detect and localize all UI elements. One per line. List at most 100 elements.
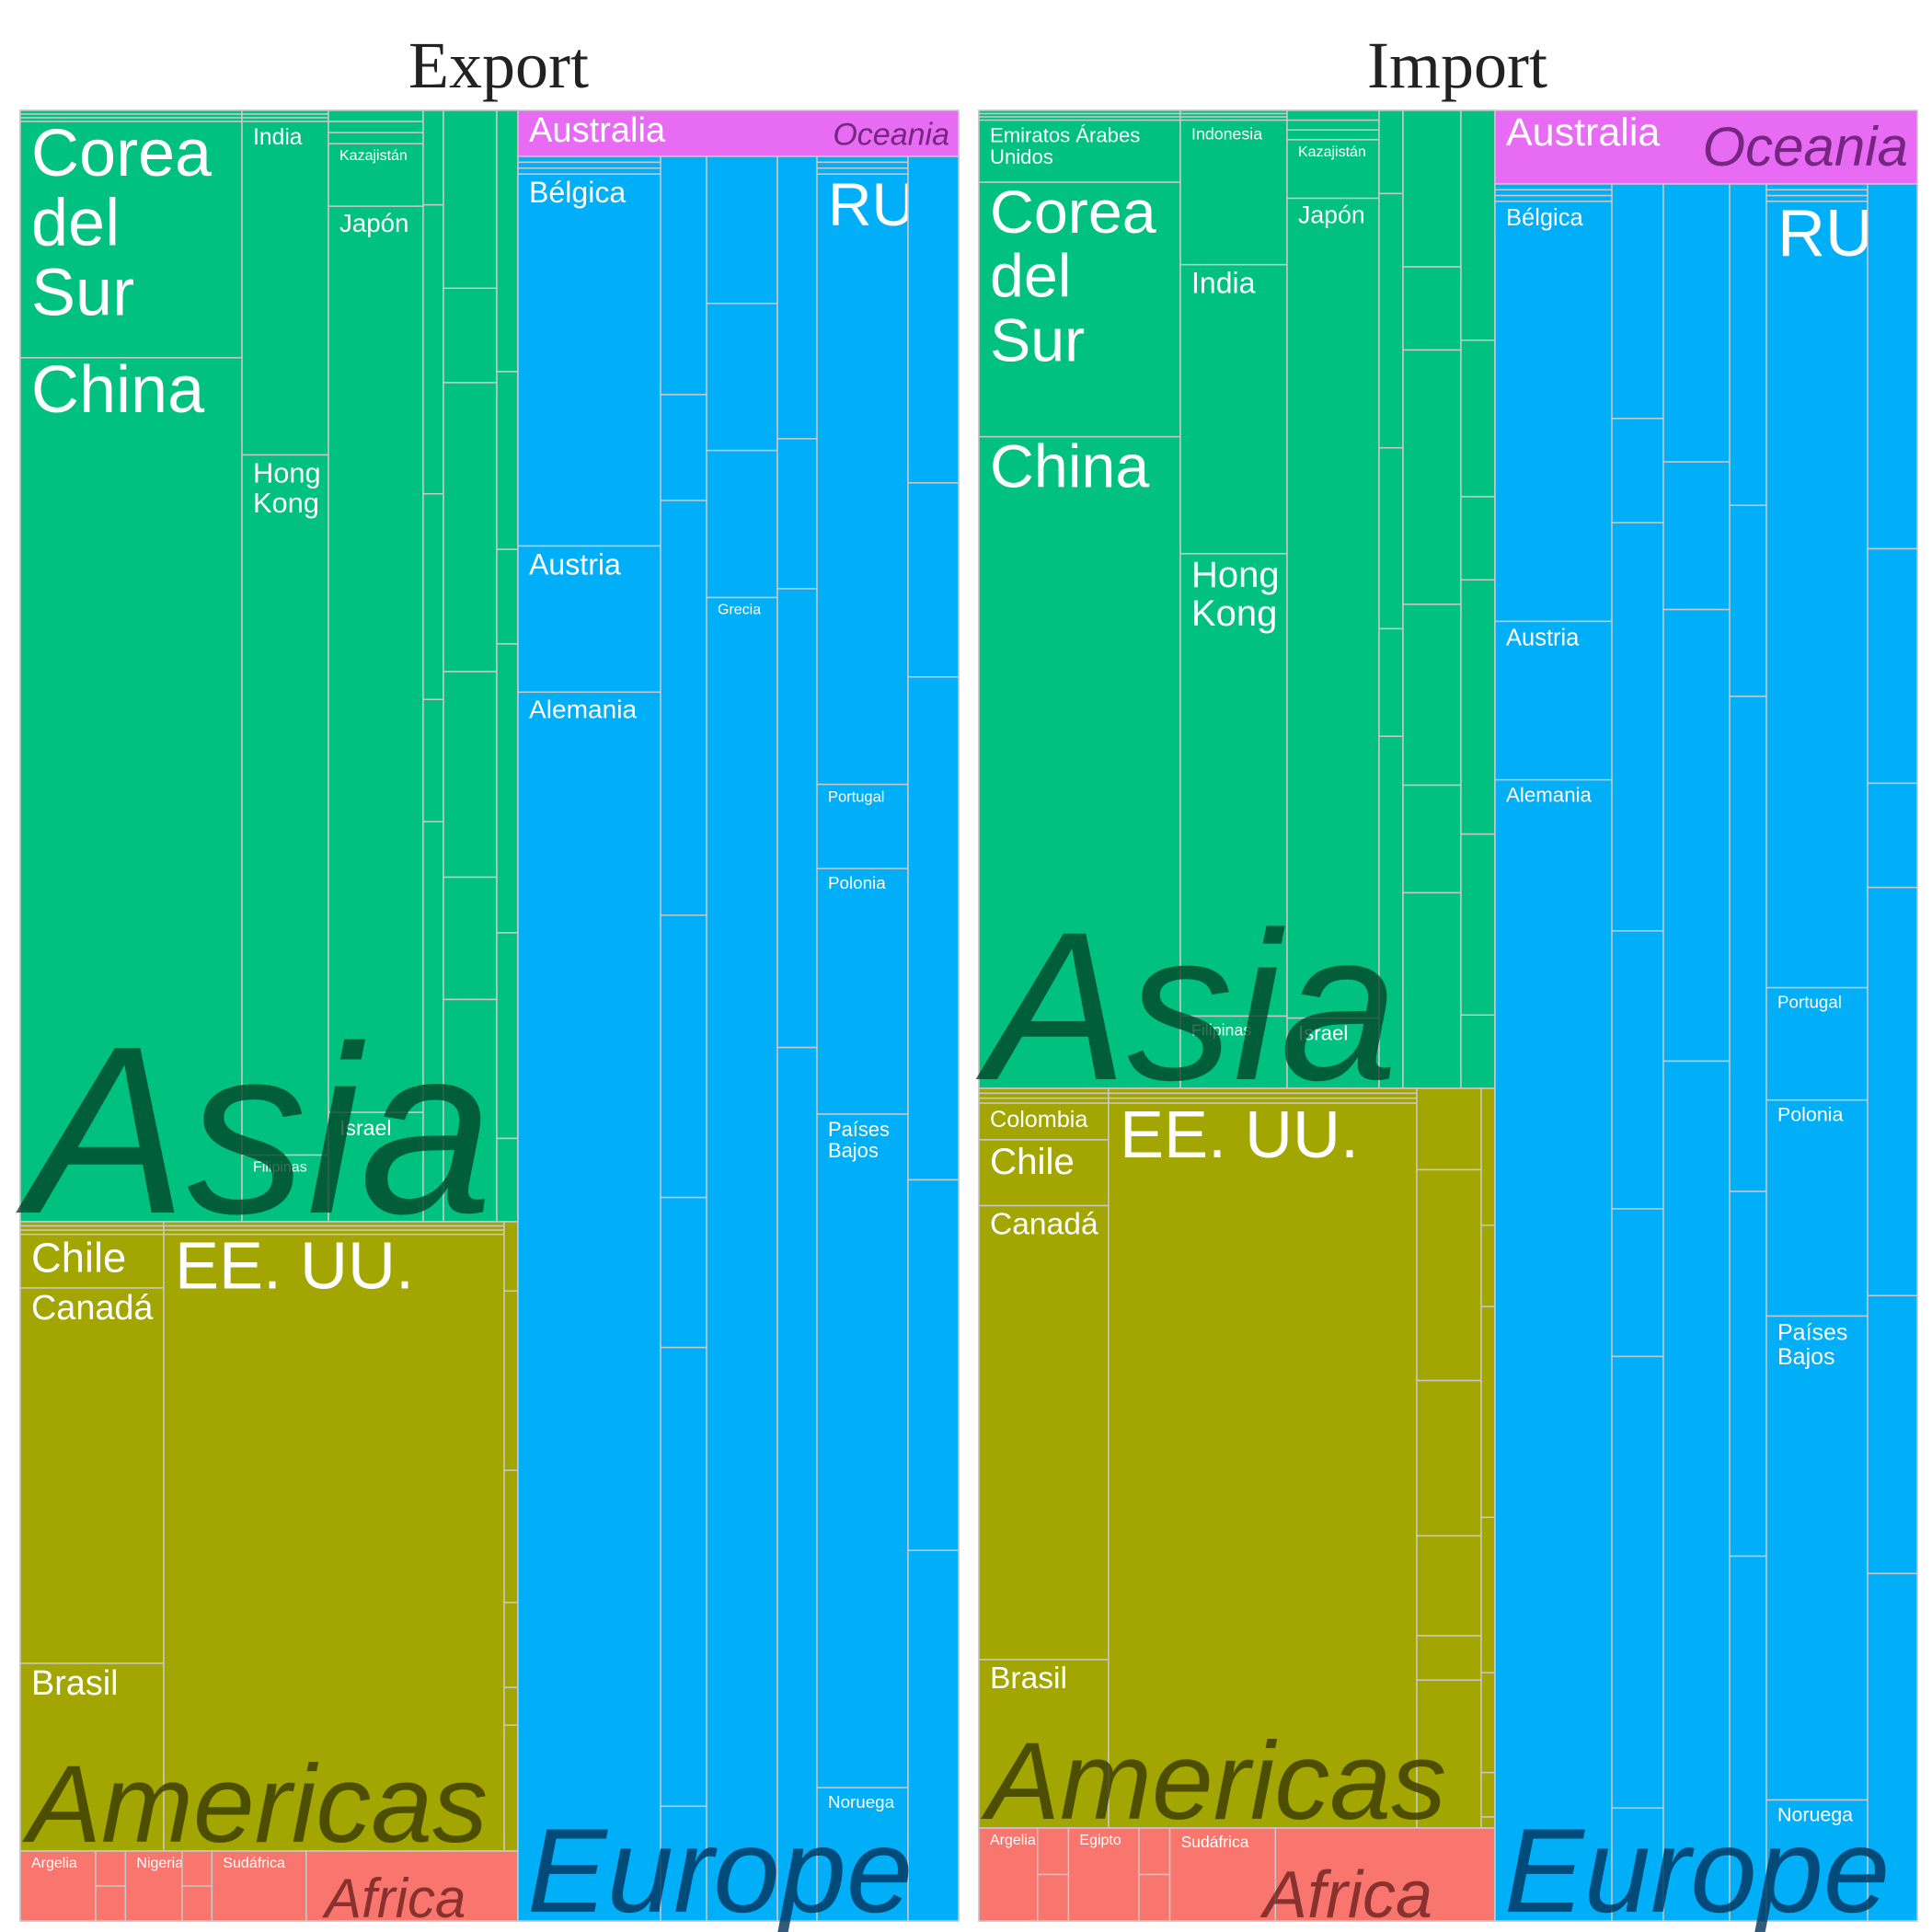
- export-asia-hong-kong-label: Hong Kong: [253, 457, 321, 519]
- export-asia-minor-tile: [422, 493, 444, 700]
- import-europe-polonia-label: Polonia: [1777, 1104, 1843, 1126]
- export-americas-ee-uu-label: EE. UU.: [175, 1230, 414, 1304]
- export-africa-sudafrica-label: Sudáfrica: [223, 1856, 285, 1871]
- export-asia-minor-tile: [422, 109, 444, 206]
- import-europe-minor-tile: [1494, 183, 1613, 191]
- export-asia-minor-tile: [443, 109, 498, 290]
- export-asia-minor-tile: [443, 382, 498, 673]
- export-asia-corea-del-sur-tile: [19, 121, 243, 359]
- import-africa-argelia-label: Argelia: [990, 1833, 1036, 1848]
- export-africa-minor-tile: [95, 1885, 127, 1922]
- export-asia-minor-tile: [496, 932, 519, 1140]
- import-europe-minor-tile: [1729, 504, 1767, 697]
- import-americas-minor-tile: [1480, 1305, 1496, 1519]
- europe-region-label: Europe: [1504, 1803, 1890, 1932]
- import-americas-chile-tile: [978, 1139, 1110, 1207]
- import-europe-minor-tile: [1611, 522, 1664, 932]
- export-europe-minor-tile: [776, 155, 818, 440]
- asia-region-label: Asia: [13, 997, 493, 1264]
- export-europe-polonia-label: Polonia: [828, 873, 886, 892]
- europe-region-label: Europe: [527, 1803, 913, 1932]
- import-asia-filipinas-label: Filipinas: [1191, 1020, 1251, 1039]
- import-asia-minor-tile: [1402, 109, 1462, 268]
- import-americas-minor-tile: [1480, 1087, 1496, 1226]
- import-africa-sudafrica-label: Sudáfrica: [1181, 1833, 1249, 1851]
- export-africa-minor-tile: [305, 1850, 519, 1922]
- import-africa-minor-tile: [1037, 1873, 1070, 1922]
- export-europe-portugal-label: Portugal: [828, 789, 884, 806]
- export-africa-argelia-tile: [19, 1850, 97, 1922]
- import-americas-ee-uu-label: EE. UU.: [1120, 1098, 1359, 1172]
- import-europe-minor-tile: [1765, 183, 1869, 191]
- export-asia-india-tile: [241, 121, 329, 456]
- import-panel-title: Import: [1367, 29, 1547, 102]
- import-europe-minor-tile: [1494, 189, 1613, 197]
- export-asia-hong-kong-tile: [241, 454, 329, 1156]
- import-asia-minor-tile: [1402, 266, 1462, 351]
- import-asia-japon-label: Japón: [1298, 201, 1365, 229]
- export-europe-minor-tile: [776, 1046, 818, 1922]
- import-asia-hong-kong-label: Hong Kong: [1191, 555, 1280, 634]
- import-americas-minor-tile: [1416, 1087, 1482, 1171]
- export-asia-israel-label: Israel: [339, 1116, 391, 1140]
- export-europe-minor-tile: [907, 155, 960, 484]
- export-europe-minor-tile: [776, 588, 818, 1049]
- import-asia-corea-del-sur-label: Corea del Sur: [990, 178, 1156, 374]
- export-europe-minor-tile: [660, 1196, 707, 1349]
- import-europe-minor-tile: [1867, 183, 1918, 550]
- export-europe-minor-tile: [816, 161, 909, 169]
- export-africa-nigeria-label: Nigeria: [136, 1856, 183, 1871]
- import-europe-minor-tile: [1611, 930, 1664, 1210]
- export-europe-minor-tile: [776, 438, 818, 590]
- import-asia-emiratos-arabes-unidos-label: Emiratos Árabes Unidos: [990, 124, 1140, 168]
- export-europe-minor-tile: [907, 676, 960, 1181]
- import-asia-minor-tile: [1378, 109, 1404, 195]
- import-europe-polonia-tile: [1765, 1098, 1869, 1317]
- import-africa-minor-tile: [1274, 1827, 1496, 1922]
- export-europe-minor-tile: [660, 500, 707, 916]
- import-americas-colombia-label: Colombia: [990, 1107, 1088, 1133]
- export-europe-paises-bajos-label: Países Bajos: [828, 1118, 890, 1162]
- export-asia-minor-tile: [422, 203, 444, 495]
- export-asia-china-label: China: [31, 353, 205, 427]
- import-asia-filipinas-tile: [1179, 1015, 1288, 1089]
- export-europe-minor-tile: [706, 449, 778, 599]
- export-europe-austria-tile: [517, 545, 661, 694]
- import-asia-kazajistan-label: Kazajistán: [1298, 144, 1366, 160]
- import-asia-minor-tile: [1378, 192, 1404, 449]
- import-europe-minor-tile: [1662, 1060, 1731, 1922]
- export-europe-minor-tile: [517, 161, 661, 169]
- export-panel-title: Export: [408, 29, 589, 102]
- import-europe-minor-tile: [1662, 461, 1731, 611]
- import-europe-paises-bajos-tile: [1765, 1315, 1869, 1801]
- export-asia-india-label: India: [253, 125, 303, 150]
- export-europe-grecia-tile: [706, 596, 778, 1922]
- import-oceania-australia-label: Australia: [1506, 110, 1660, 155]
- import-asia-minor-tile: [1286, 119, 1380, 132]
- import-asia-minor-tile: [1286, 129, 1380, 141]
- export-europe-minor-tile: [706, 155, 778, 305]
- export-europe-minor-tile: [660, 1805, 707, 1922]
- export-africa-minor-tile: [181, 1885, 213, 1922]
- import-europe-minor-tile: [1611, 1208, 1664, 1358]
- export-europe-alemania-label: Alemania: [529, 695, 637, 723]
- export-asia-minor-tile: [443, 876, 498, 1001]
- asia-region-label: Asia: [975, 888, 1397, 1124]
- export-oceania-australia-tile: [517, 109, 960, 157]
- export-europe-noruega-label: Noruega: [828, 1792, 895, 1811]
- import-asia-minor-tile: [1460, 339, 1496, 498]
- import-americas-minor-tile: [1416, 1635, 1482, 1681]
- export-europe-ru-label: RU: [828, 170, 915, 238]
- import-europe-alemania-label: Alemania: [1506, 784, 1593, 807]
- import-americas-brasil-label: Brasil: [990, 1662, 1067, 1696]
- export-asia-minor-tile: [496, 371, 519, 550]
- export-asia-minor-tile: [443, 998, 498, 1223]
- import-europe-belgica-label: Bélgica: [1506, 204, 1583, 230]
- import-americas-minor-tile: [1416, 1679, 1482, 1829]
- import-europe-minor-tile: [1867, 782, 1918, 889]
- import-europe-minor-tile: [1662, 183, 1731, 463]
- export-americas-canada-tile: [19, 1287, 165, 1664]
- import-europe-ru-label: RU: [1777, 197, 1873, 270]
- import-asia-indonesia-tile: [1179, 119, 1288, 266]
